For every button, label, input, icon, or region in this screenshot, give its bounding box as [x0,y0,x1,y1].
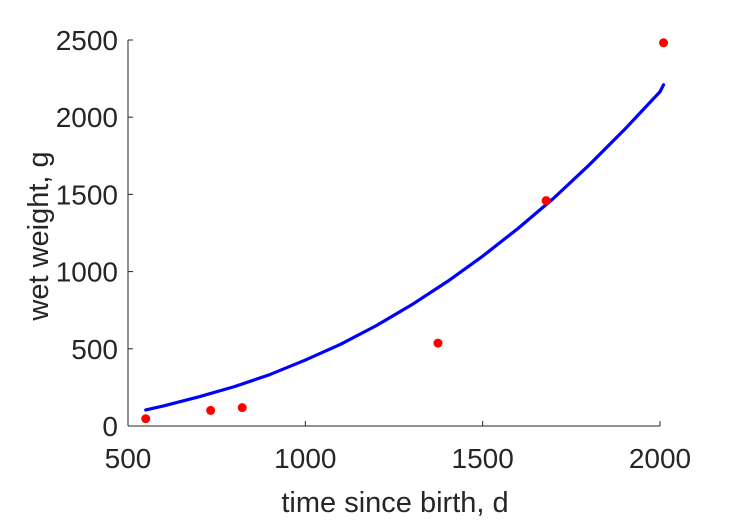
data-point [433,338,443,348]
y-tick-label: 1000 [56,257,118,288]
x-tick-label: 1000 [274,443,336,474]
fit-curve [144,83,666,412]
y-tick-label: 1500 [56,179,118,210]
x-tick-label: 1500 [452,443,514,474]
y-tick-label: 2500 [56,25,118,56]
data-point [206,405,216,415]
data-point [541,196,551,206]
y-tick-label: 500 [71,334,118,365]
x-tick-label: 500 [105,443,152,474]
plot-area [141,38,669,424]
data-point [659,38,669,48]
data-point [237,403,247,413]
data-point [141,414,151,424]
axes [127,40,660,427]
y-tick-label: 2000 [56,102,118,133]
x-axis-title: time since birth, d [281,487,508,519]
x-tick-label: 2000 [629,443,691,474]
y-tick-label: 0 [102,411,118,442]
y-axis-title: wet weight, g [23,151,55,321]
